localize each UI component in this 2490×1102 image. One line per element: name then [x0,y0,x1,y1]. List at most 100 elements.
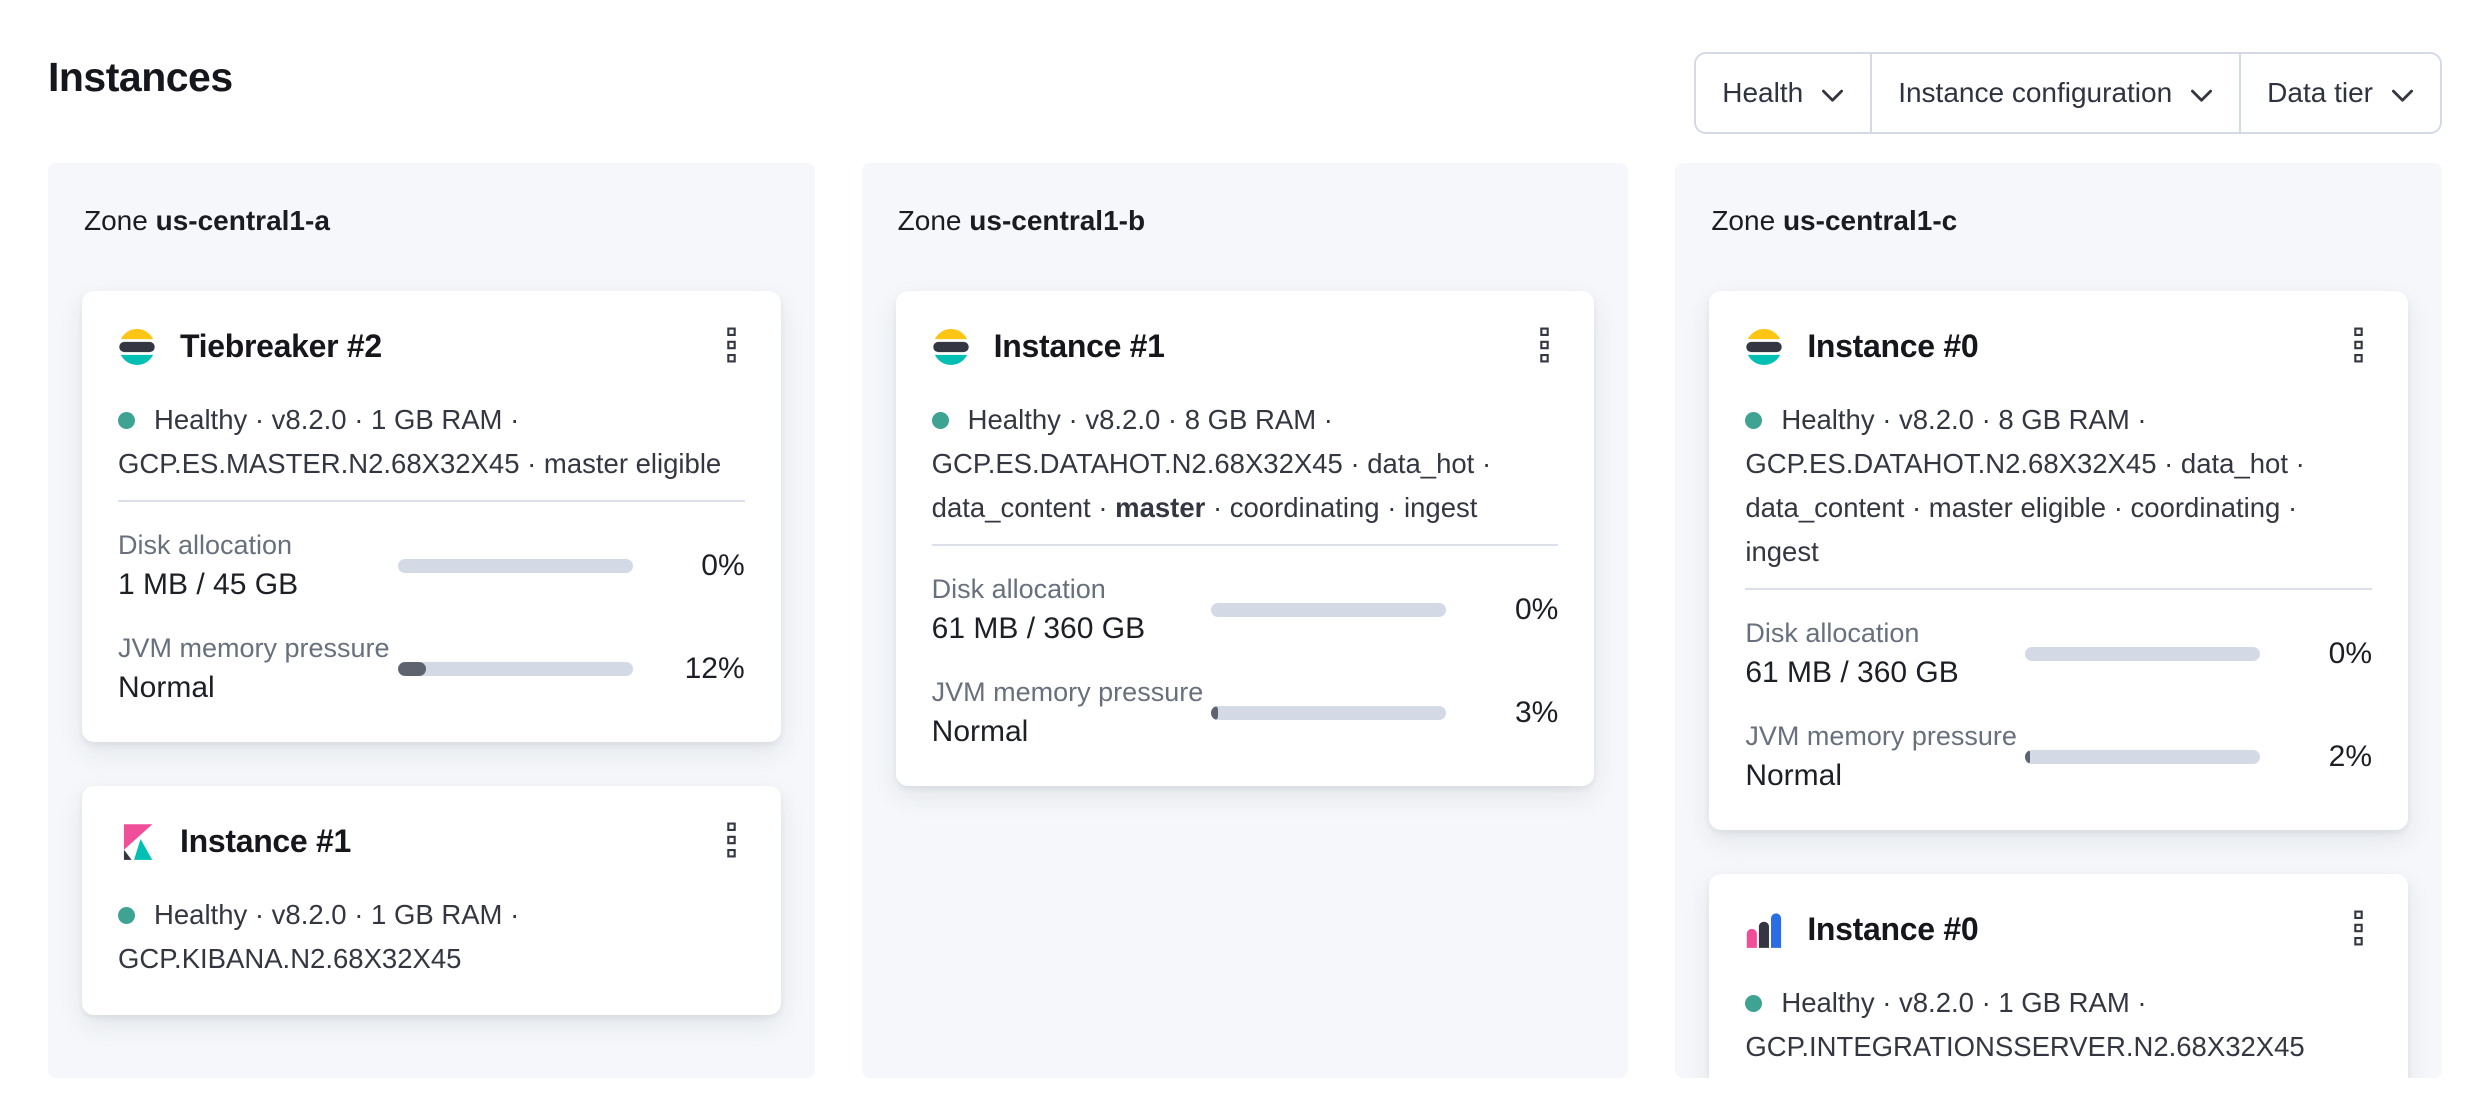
filter-health-button[interactable]: Health [1696,54,1871,132]
health-status-dot [931,412,949,429]
health-status-dot [1745,995,1763,1012]
status-text-master: master [1115,492,1206,523]
instance-status: Healthy · v8.2.0 · 8 GB RAM · GCP.ES.DAT… [1745,398,2372,574]
card-divider [118,500,745,502]
filter-instance-configuration-button[interactable]: Instance configuration [1870,54,2240,132]
instance-title: Tiebreaker #2 [180,328,382,364]
zone-panel-us-central1-a: Zone us-central1-a Tiebreaker #2 [48,163,815,1078]
zone-panel-us-central1-b: Zone us-central1-b Instance #1 [861,163,1629,1078]
status-text: data_content · [931,492,1116,523]
metric-jvm-memory-pressure: JVM memory pressure Normal 3% [932,674,1559,752]
instance-status: Healthy · v8.2.0 · 1 GB RAM · GCP.KIBANA… [118,893,745,981]
zones-row: Zone us-central1-a Tiebreaker #2 [48,163,2442,1078]
filter-data-tier-label: Data tier [2267,77,2373,108]
instance-card: Instance #1 Healthy · v8.2.0 · 1 GB RAM … [82,786,781,1015]
chevron-down-icon [2391,78,2414,110]
instance-actions-button[interactable] [1531,323,1558,370]
metric-label: JVM memory pressure [1745,721,2017,751]
metric-progress-bar [1211,603,1447,617]
metric-progress-fill [2025,750,2030,764]
status-text: Healthy · v8.2.0 · 1 GB RAM · [154,899,520,930]
instance-actions-button[interactable] [2345,906,2372,953]
instance-title: Instance #1 [993,328,1165,364]
instance-title: Instance #0 [1807,328,1979,364]
status-text: GCP.ES.DATAHOT.N2.68X32X45 · data_hot · [1745,448,2305,479]
status-text: GCP.ES.MASTER.N2.68X32X45 · master eligi… [118,448,722,479]
metric-label: Disk allocation [1745,618,1920,648]
filter-instance-configuration-label: Instance configuration [1898,77,2173,108]
metric-jvm-memory-pressure: JVM memory pressure Normal 2% [1745,718,2372,796]
instance-actions-button[interactable] [718,323,745,370]
metric-label: JVM memory pressure [931,677,1204,707]
metric-value: Normal [931,715,1029,748]
card-divider [931,544,1559,546]
instance-card: Instance #1 Healthy · v8.2.0 · 8 GB RAM … [895,291,1595,786]
metric-percent: 0% [1514,593,1559,626]
kebab-menu-icon [2351,327,2366,366]
metric-progress-fill [1211,706,1219,720]
metric-progress-bar [1211,706,1447,720]
filter-data-tier-button[interactable]: Data tier [2239,54,2440,132]
zone-name: us-central1-b [969,205,1146,236]
instance-title: Instance #0 [1807,911,1979,947]
metric-label: Disk allocation [118,530,293,560]
kebab-menu-icon [724,327,739,366]
metric-value: Normal [118,671,215,704]
metric-percent: 12% [684,652,745,685]
instance-card: Instance #0 Healthy · v8.2.0 · 1 GB RAM … [1709,874,2408,1078]
kebab-menu-icon [724,822,739,861]
metric-jvm-memory-pressure: JVM memory pressure Normal 12% [118,630,745,708]
health-status-dot [118,907,135,924]
instance-card: Instance #0 Healthy · v8.2.0 · 8 GB RAM … [1709,291,2408,830]
zone-title: Zone us-central1-a [84,205,330,236]
status-text: Healthy · v8.2.0 · 1 GB RAM · [154,404,520,435]
metric-percent: 0% [2328,637,2372,670]
kebab-menu-icon [2351,910,2366,949]
instance-status: Healthy · v8.2.0 · 8 GB RAM · GCP.ES.DAT… [931,398,1559,530]
status-text: · coordinating · ingest [1205,492,1478,523]
metric-progress-bar [2025,647,2260,661]
status-text: data_content · master eligible · coordin… [1745,492,2298,567]
integrations-server-logo-icon [1745,911,1783,949]
metric-value: 1 MB / 45 GB [118,568,299,601]
metric-percent: 2% [2328,740,2372,773]
zone-panel-us-central1-c: Zone us-central1-c Instance #0 [1675,163,2442,1078]
metric-percent: 0% [701,549,745,582]
metric-value: 61 MB / 360 GB [931,612,1146,645]
metric-disk-allocation: Disk allocation 61 MB / 360 GB 0% [932,571,1559,649]
zone-name: us-central1-c [1782,205,1958,236]
metric-label: JVM memory pressure [118,633,390,663]
kebab-menu-icon [1537,327,1552,366]
elasticsearch-logo-icon [118,328,156,366]
metric-disk-allocation: Disk allocation 61 MB / 360 GB 0% [1745,615,2372,693]
status-text: Healthy · v8.2.0 · 8 GB RAM · [967,404,1333,435]
chevron-down-icon [1821,78,1844,110]
metric-value: 61 MB / 360 GB [1745,656,1959,689]
chevron-down-icon [2190,78,2213,110]
metric-progress-bar [397,559,633,573]
metric-value: Normal [1745,759,1843,792]
instance-status: Healthy · v8.2.0 · 1 GB RAM · GCP.INTEGR… [1745,981,2372,1069]
instance-title: Instance #1 [180,823,352,859]
zone-name: us-central1-a [155,205,330,236]
status-text: Healthy · v8.2.0 · 1 GB RAM · [1781,987,2147,1018]
instance-actions-button[interactable] [2345,323,2372,370]
filter-group: Health Instance configuration Data tier [1694,52,2442,134]
health-status-dot [1745,412,1763,429]
zone-title: Zone us-central1-c [1711,205,1958,236]
page-title: Instances [48,54,233,100]
health-status-dot [118,412,135,429]
metric-percent: 3% [1514,696,1559,729]
status-text: Healthy · v8.2.0 · 8 GB RAM · [1781,404,2147,435]
instance-actions-button[interactable] [718,818,745,865]
kibana-logo-icon [118,823,156,861]
metric-progress-bar [397,662,633,676]
filter-health-label: Health [1722,77,1804,108]
status-text: GCP.INTEGRATIONSSERVER.N2.68X32X45 [1745,1031,2305,1062]
metric-progress-fill [397,662,426,676]
metric-progress-bar [2025,750,2260,764]
zone-title: Zone us-central1-b [897,205,1146,236]
metric-label: Disk allocation [931,574,1106,604]
elasticsearch-logo-icon [932,328,970,366]
elasticsearch-logo-icon [1745,328,1783,366]
